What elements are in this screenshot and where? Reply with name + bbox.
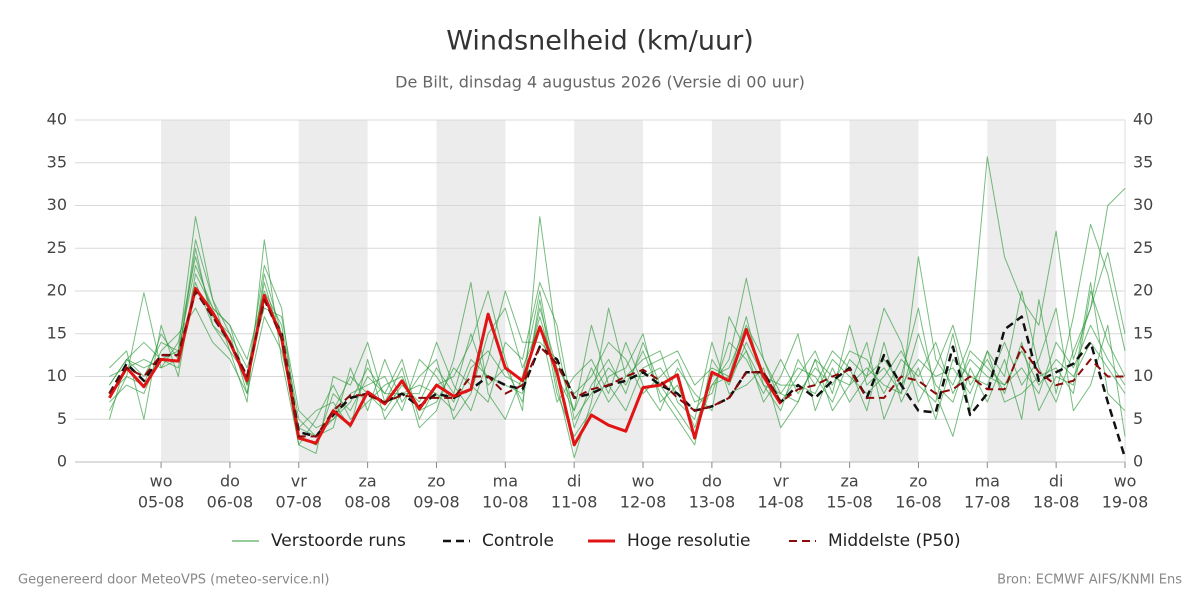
x-tick-date: 09-08 <box>413 493 460 512</box>
y-tick-label: 10 <box>47 366 67 385</box>
x-tick-date: 08-08 <box>344 493 391 512</box>
x-tick-weekday: di <box>567 472 582 491</box>
y2-tick-label: 15 <box>1133 323 1153 342</box>
x-tick-weekday: di <box>1049 472 1064 491</box>
series-line <box>108 290 1125 438</box>
y-tick-label: 5 <box>57 409 67 428</box>
x-tick-date: 11-08 <box>551 493 598 512</box>
y2-tick-label: 30 <box>1133 195 1153 214</box>
y2-tick-label: 35 <box>1133 152 1153 171</box>
legend-label: Verstoorde runs <box>271 531 406 551</box>
y-tick-label: 15 <box>47 323 67 342</box>
y2-tick-label: 20 <box>1133 281 1153 300</box>
x-tick-weekday: zo <box>427 472 445 491</box>
x-tick-weekday: do <box>702 472 722 491</box>
y-tick-label: 40 <box>47 110 67 129</box>
footer-left: Gegenereerd door MeteoVPS (meteo-service… <box>18 573 329 588</box>
y2-tick-label: 5 <box>1133 409 1143 428</box>
y-tick-label: 30 <box>47 195 67 214</box>
y-tick-label: 35 <box>47 152 67 171</box>
x-tick-date: 10-08 <box>482 493 529 512</box>
x-tick-date: 16-08 <box>895 493 942 512</box>
x-tick-weekday: vr <box>291 472 307 491</box>
ensemble-line <box>109 239 1126 446</box>
y2-tick-label: 40 <box>1133 110 1153 129</box>
x-tick-weekday: wo <box>1114 472 1137 491</box>
legend-label: Hoge resolutie <box>627 531 751 551</box>
x-tick-date: 14-08 <box>757 493 804 512</box>
x-tick-date: 19-08 <box>1102 493 1149 512</box>
x-tick-date: 05-08 <box>138 493 185 512</box>
x-tick-date: 18-08 <box>1033 493 1080 512</box>
chart-title: Windsnelheid (km/uur) <box>446 26 754 57</box>
x-tick-weekday: ma <box>493 472 518 491</box>
y2-tick-label: 25 <box>1133 238 1153 257</box>
x-tick-weekday: do <box>220 472 240 491</box>
x-tick-date: 13-08 <box>689 493 736 512</box>
x-tick-date: 12-08 <box>620 493 667 512</box>
x-tick-weekday: za <box>840 472 858 491</box>
x-tick-weekday: wo <box>150 472 173 491</box>
x-tick-date: 07-08 <box>276 493 323 512</box>
x-tick-weekday: za <box>359 472 377 491</box>
x-tick-date: 17-08 <box>964 493 1011 512</box>
series-line <box>108 286 782 447</box>
x-tick-weekday: ma <box>975 472 1000 491</box>
ensemble-line <box>109 273 1126 437</box>
y-tick-label: 20 <box>47 281 67 300</box>
y2-tick-label: 10 <box>1133 366 1153 385</box>
x-tick-date: 06-08 <box>207 493 254 512</box>
x-tick-weekday: vr <box>773 472 789 491</box>
x-tick-weekday: wo <box>632 472 655 491</box>
chart-subtitle: De Bilt, dinsdag 4 augustus 2026 (Versie… <box>395 73 805 92</box>
y-tick-label: 25 <box>47 238 67 257</box>
ensemble-line <box>108 223 1126 459</box>
y2-tick-label: 0 <box>1133 452 1143 471</box>
legend-label: Controle <box>482 531 554 551</box>
x-tick-weekday: zo <box>909 472 927 491</box>
y-tick-label: 0 <box>57 452 67 471</box>
footer-right: Bron: ECMWF AIFS/KNMI Ens <box>997 573 1182 588</box>
x-tick-date: 15-08 <box>826 493 873 512</box>
legend-label: Middelste (P50) <box>828 531 961 551</box>
